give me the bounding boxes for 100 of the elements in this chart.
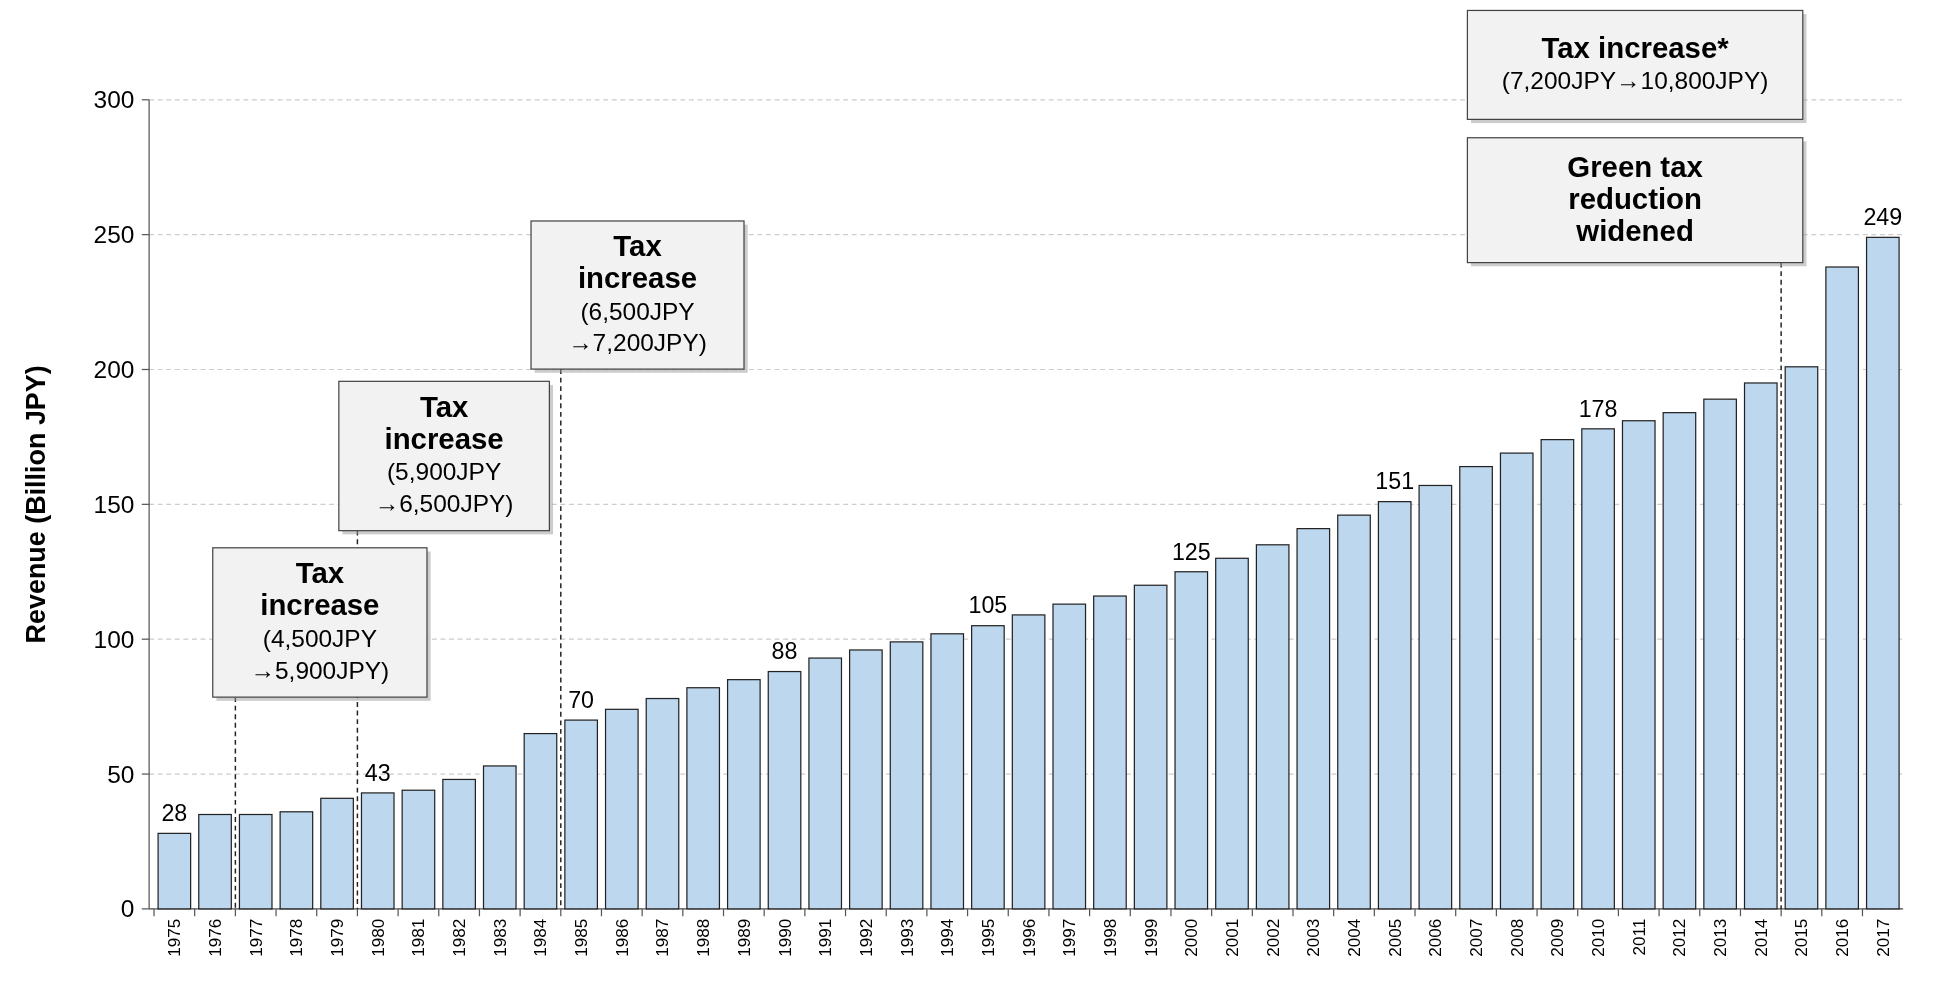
bar — [1337, 514, 1371, 910]
x-tick-label: 1977 — [245, 918, 266, 957]
bar — [1133, 584, 1168, 910]
x-tick-label: 1986 — [611, 918, 632, 957]
bar — [1743, 382, 1778, 910]
bar — [1052, 603, 1087, 910]
x-tick-label: 2016 — [1832, 918, 1853, 957]
bar — [1499, 452, 1534, 910]
x-tick-label: 1980 — [367, 918, 388, 957]
data-label: 125 — [1171, 538, 1211, 565]
bar — [1581, 428, 1615, 910]
bar — [1662, 412, 1697, 910]
x-tick-label: 2003 — [1303, 918, 1324, 957]
x-tick-label: 1975 — [164, 918, 185, 957]
bar — [1174, 571, 1209, 910]
bar — [482, 765, 517, 910]
bar — [1215, 557, 1249, 910]
bar — [889, 641, 924, 910]
bar — [279, 811, 314, 910]
x-tick-label: 1978 — [286, 918, 307, 957]
bar — [401, 789, 436, 910]
bar — [564, 719, 599, 910]
bar — [849, 649, 883, 910]
x-tick-label: 2006 — [1425, 918, 1446, 957]
x-tick-label: 1990 — [774, 918, 795, 957]
bar — [645, 697, 680, 910]
x-tick-label: 2017 — [1872, 918, 1893, 957]
bar — [1703, 398, 1737, 910]
bar — [1418, 484, 1453, 910]
bar — [1255, 544, 1290, 910]
bar — [1784, 366, 1819, 910]
x-tick-label: 2009 — [1547, 918, 1568, 957]
y-tick-label: 0 — [120, 895, 135, 923]
bar — [604, 708, 639, 910]
data-label: 105 — [968, 592, 1008, 619]
data-label: 151 — [1375, 468, 1415, 495]
bar — [320, 797, 354, 910]
bar — [930, 633, 965, 910]
bar — [157, 832, 192, 910]
bar — [1377, 501, 1412, 910]
y-tick-label: 300 — [93, 86, 135, 114]
x-tick-label: 1985 — [571, 918, 592, 957]
annotation: Tax increase (6,500JPY →7,200JPY) — [568, 228, 707, 357]
x-tick-label: 2000 — [1181, 918, 1202, 957]
annotation: Green tax reduction widened — [1567, 149, 1704, 247]
x-tick-label: 1998 — [1099, 918, 1120, 957]
x-tick-label: 1983 — [489, 918, 510, 957]
y-tick-label: 250 — [93, 221, 135, 249]
x-tick-label: 1996 — [1018, 918, 1039, 957]
bar — [1296, 528, 1331, 910]
x-tick-label: 2007 — [1466, 918, 1487, 957]
data-label: 178 — [1578, 395, 1618, 422]
x-tick-label: 1991 — [815, 918, 836, 957]
bar — [442, 778, 476, 910]
x-tick-label: 1982 — [449, 918, 470, 957]
x-tick-label: 2005 — [1384, 918, 1405, 957]
x-tick-label: 2013 — [1710, 918, 1731, 957]
bar — [1459, 465, 1493, 910]
y-tick-label: 150 — [93, 490, 135, 518]
x-tick-label: 1992 — [855, 918, 876, 957]
bar — [1011, 614, 1046, 910]
x-tick-label: 1976 — [205, 918, 226, 957]
x-tick-label: 1988 — [693, 918, 714, 957]
x-tick-label: 2015 — [1791, 918, 1812, 957]
bar — [726, 679, 761, 910]
x-tick-label: 1997 — [1059, 918, 1080, 957]
bar — [1093, 595, 1127, 910]
x-tick-label: 1994 — [937, 918, 958, 957]
bar — [523, 732, 558, 910]
x-tick-label: 2002 — [1262, 918, 1283, 957]
bar — [1540, 439, 1575, 910]
bar — [238, 813, 273, 910]
x-tick-label: 2010 — [1588, 918, 1609, 957]
bar — [1865, 236, 1900, 910]
x-tick-label: 2004 — [1344, 918, 1365, 957]
bar — [971, 625, 1005, 910]
x-tick-label: 2012 — [1669, 918, 1690, 957]
y-tick-label: 100 — [93, 625, 135, 653]
bar — [808, 657, 843, 910]
bar — [686, 687, 721, 910]
x-tick-label: 2001 — [1221, 918, 1242, 957]
x-tick-label: 1995 — [977, 918, 998, 957]
x-tick-label: 1993 — [896, 918, 917, 957]
y-tick-label: 50 — [107, 760, 135, 788]
data-label: 88 — [771, 638, 798, 665]
x-tick-label: 1999 — [1140, 918, 1161, 957]
x-tick-label: 1984 — [530, 918, 551, 957]
text: Tax increase* (7,200JPY→10,800JPY) — [1501, 30, 1769, 95]
bar — [767, 670, 802, 910]
annotation: Tax increase (5,900JPY →6,500JPY) — [374, 389, 514, 518]
x-tick-label: 2008 — [1506, 918, 1527, 957]
bar — [198, 813, 232, 910]
bar — [360, 792, 395, 910]
bar — [1825, 266, 1860, 910]
x-tick-label: 2014 — [1750, 918, 1771, 957]
x-tick-label: 2011 — [1628, 918, 1649, 956]
data-label: 70 — [568, 686, 595, 713]
x-tick-label: 1979 — [327, 918, 348, 957]
x-tick-label: 1987 — [652, 918, 673, 957]
data-label: 28 — [161, 800, 188, 827]
